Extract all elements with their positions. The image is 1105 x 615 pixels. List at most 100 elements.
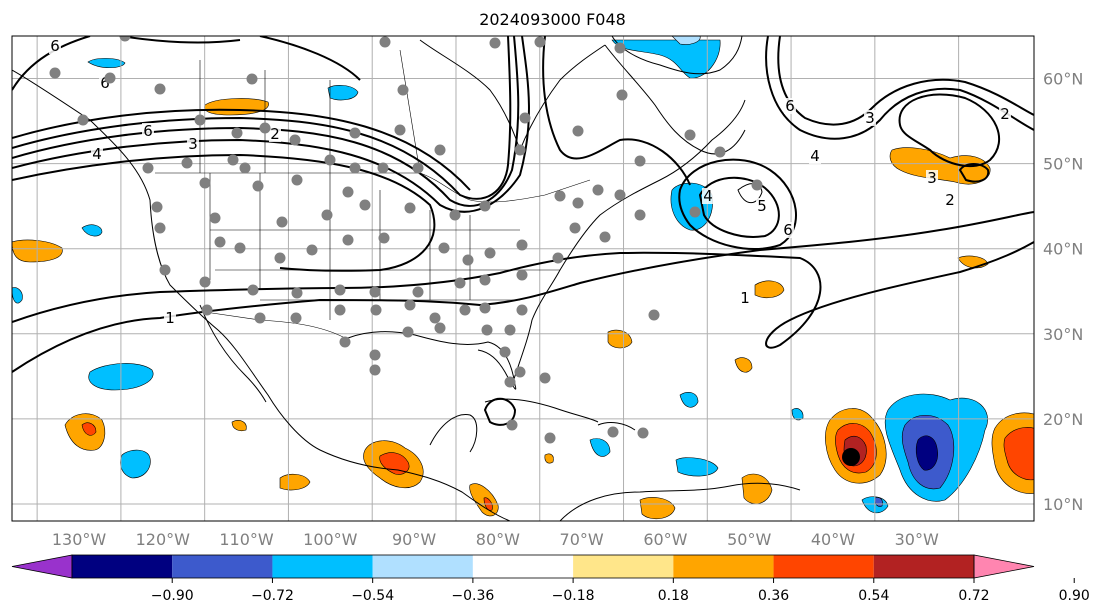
- station-marker: [142, 162, 154, 174]
- station-marker: [434, 322, 446, 334]
- contour-3: [12, 36, 530, 213]
- longitude-tick-label: 100°W: [303, 530, 358, 549]
- station-marker: [119, 36, 131, 42]
- contour-atlantic-ring-1: [542, 36, 691, 186]
- station-marker: [379, 36, 391, 48]
- contour-label: 2: [270, 125, 280, 143]
- latitude-tick-label: 20°N: [1043, 410, 1083, 429]
- contour-label-bg: [49, 38, 61, 54]
- station-marker: [369, 349, 381, 361]
- positive-anomaly-trop-6: [279, 473, 311, 491]
- station-marker: [201, 304, 213, 316]
- station-marker: [648, 309, 660, 321]
- station-marker: [239, 162, 251, 174]
- negative-anomaly-pacific-2: [120, 449, 151, 479]
- station-marker: [154, 222, 166, 234]
- latitude-tick-label: 30°N: [1043, 325, 1083, 344]
- station-marker: [321, 209, 333, 221]
- negative-anomaly-hudson: [327, 85, 359, 101]
- station-marker: [412, 162, 424, 174]
- station-marker: [504, 376, 516, 388]
- map-frame: [11, 35, 1035, 522]
- contour-label-bg: [269, 126, 281, 142]
- station-marker: [634, 155, 646, 167]
- contour-label: 2: [1000, 105, 1010, 123]
- shaded-anomalies: [12, 36, 1034, 520]
- coastline-newfoundland: [737, 183, 763, 204]
- positive-anomaly-trop-2: [607, 329, 633, 349]
- colorbar: [11, 554, 1035, 579]
- contour-caribbean-loop: [483, 397, 517, 426]
- negative-anomaly-greenland: [611, 39, 721, 79]
- positive-anomaly-pacific-core: [81, 422, 97, 436]
- colorbar-swatch: [573, 555, 674, 578]
- station-marker: [199, 276, 211, 288]
- contour-label-bg: [187, 136, 199, 152]
- station-marker: [514, 144, 526, 156]
- station-marker: [370, 304, 382, 316]
- station-marker: [214, 236, 226, 248]
- colorbar-tick-label: −0.54: [351, 588, 394, 604]
- station-marker: [479, 302, 491, 314]
- station-marker: [274, 252, 286, 264]
- longitude-tick-label: 120°W: [136, 530, 191, 549]
- colorbar-swatch: [773, 555, 874, 578]
- station-marker: [159, 264, 171, 276]
- station-marker: [104, 72, 116, 84]
- station-marker: [552, 252, 564, 264]
- contour-atlantic-low: [678, 158, 797, 250]
- negative-anomaly-trop-4: [791, 408, 804, 421]
- contour-small-loop: [958, 163, 990, 183]
- coastline-yucatan: [429, 414, 478, 453]
- colorbar-swatch: [272, 555, 373, 578]
- contour-label-bg: [164, 310, 176, 326]
- station-marker: [334, 304, 346, 316]
- contour-label: 4: [703, 187, 713, 205]
- station-marker: [290, 312, 302, 324]
- colorbar-tick-label: 0.36: [758, 588, 789, 604]
- contour-label: 4: [810, 147, 820, 165]
- station-marker: [544, 432, 556, 444]
- station-marker: [689, 206, 701, 218]
- positive-anomaly-trop-1: [754, 280, 785, 299]
- station-marker: [479, 200, 491, 212]
- coastline-east: [511, 99, 746, 386]
- contour-label-bg: [739, 290, 751, 306]
- station-marker: [499, 346, 511, 358]
- colorbar-tick-label: −0.90: [151, 588, 194, 604]
- contour-label-bg: [756, 198, 768, 214]
- station-marker: [449, 209, 461, 221]
- station-marker: [276, 216, 288, 228]
- station-marker: [454, 277, 466, 289]
- colorbar-tick-labels: −0.90 −0.72 −0.54 −0.36 −0.18 0.18 0.36 0.54 0.7…: [151, 578, 1090, 604]
- coastline-hispaniola: [597, 422, 636, 431]
- station-marker: [616, 89, 628, 101]
- positive-anomaly-trop-9: [544, 453, 554, 464]
- station-marker: [554, 190, 566, 202]
- station-marker: [377, 162, 389, 174]
- station-marker: [504, 324, 516, 336]
- station-marker: [572, 125, 584, 137]
- negative-anomaly-trop-1: [589, 438, 611, 457]
- station-marker: [306, 244, 318, 256]
- longitude-tick-label: 130°W: [52, 530, 107, 549]
- station-marker: [49, 67, 61, 79]
- positive-anomaly-trop-7: [231, 420, 247, 432]
- contour-label-bg: [864, 110, 876, 126]
- colorbar-swatch: [472, 555, 574, 578]
- latitude-tick-label: 50°N: [1043, 155, 1083, 174]
- station-marker: [247, 284, 259, 296]
- longitude-tick-label: 70°W: [560, 530, 604, 549]
- contour-label: 1: [740, 289, 750, 307]
- latitude-tick-label: 10°N: [1043, 495, 1083, 514]
- station-marker: [227, 154, 239, 166]
- contour-atlantic-low-2: [698, 176, 780, 238]
- longitude-tick-label: 30°W: [895, 530, 939, 549]
- longitude-tick-label: 50°W: [727, 530, 771, 549]
- contour-label-bg: [702, 188, 714, 204]
- station-marker: [181, 157, 193, 169]
- station-marker: [438, 242, 450, 254]
- station-marker: [246, 73, 258, 85]
- contour-label: 3: [927, 169, 937, 187]
